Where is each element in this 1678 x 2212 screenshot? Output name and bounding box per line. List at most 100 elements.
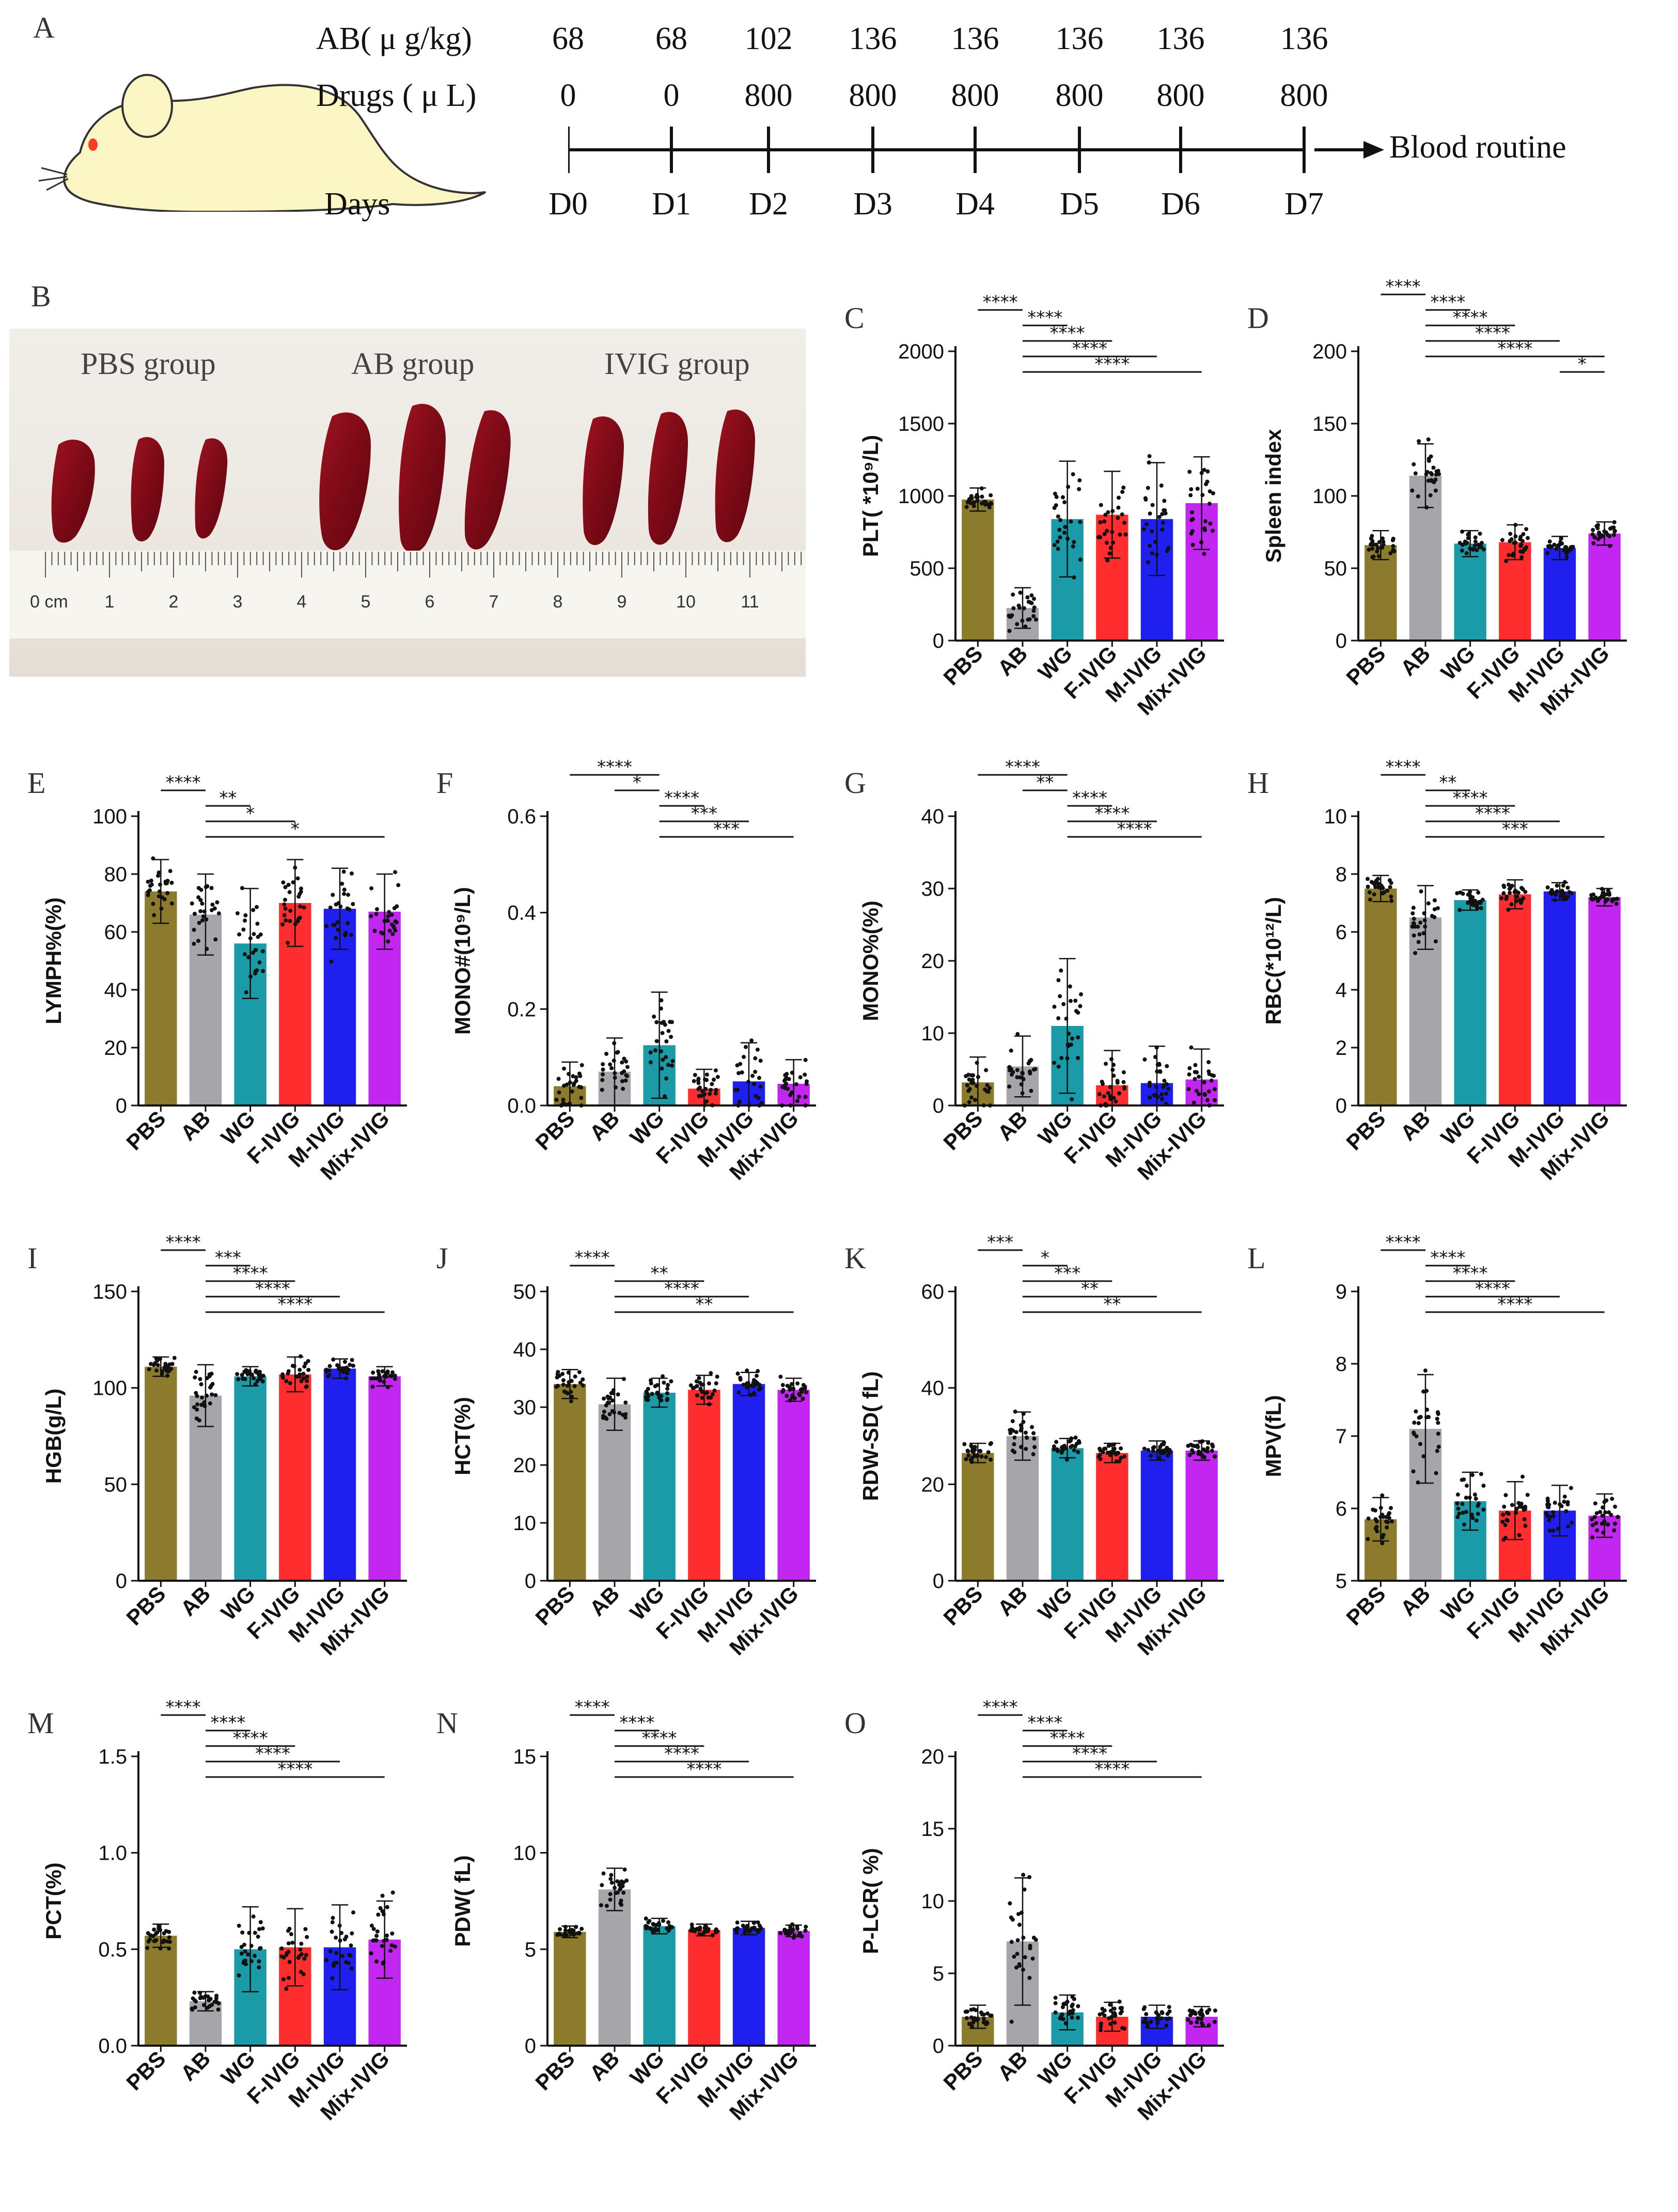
data-point	[1547, 539, 1552, 544]
data-point	[688, 1383, 693, 1388]
data-point	[1070, 1995, 1075, 1999]
data-point	[783, 1928, 788, 1933]
data-point	[1148, 1084, 1152, 1088]
data-point	[1111, 2011, 1116, 2016]
y-tick-label: 30	[513, 1396, 537, 1419]
data-point	[1058, 994, 1062, 999]
ab-dose-value: 136	[951, 21, 999, 56]
data-point	[1053, 2001, 1058, 2005]
data-point	[1555, 883, 1559, 888]
data-point	[280, 1376, 285, 1380]
data-point	[1499, 896, 1504, 900]
data-point	[1189, 518, 1194, 522]
data-point	[1189, 2020, 1194, 2025]
significance-label: ****	[1050, 1728, 1085, 1749]
bar-mix-ivig	[1588, 533, 1621, 641]
data-point	[252, 1376, 256, 1380]
data-point	[1207, 1072, 1212, 1077]
data-point	[664, 1055, 668, 1060]
data-point	[162, 1938, 166, 1943]
data-point	[1481, 1507, 1486, 1512]
data-point	[669, 1035, 673, 1039]
data-point	[1186, 1087, 1191, 1092]
data-point	[804, 1390, 808, 1395]
drug-volume-value: 800	[849, 78, 897, 113]
data-point	[390, 1890, 395, 1895]
data-point	[1188, 1442, 1193, 1447]
category-label: PBS	[121, 2046, 170, 2095]
y-tick-label: 10	[921, 1022, 945, 1045]
data-point	[1164, 2023, 1169, 2028]
category-label: PBS	[121, 1581, 170, 1630]
significance-label: ****	[1386, 1232, 1421, 1253]
data-point	[241, 927, 246, 932]
data-point	[302, 1364, 307, 1369]
spleen-ab-2	[399, 403, 446, 553]
mouse-whiskers	[38, 167, 69, 191]
data-point	[1020, 618, 1025, 623]
y-tick-label: 60	[104, 921, 128, 944]
data-point	[1190, 510, 1195, 515]
data-point	[381, 1960, 386, 1965]
data-point	[301, 1972, 306, 1976]
data-point	[240, 886, 244, 891]
data-point	[378, 1906, 383, 1910]
data-point	[258, 932, 263, 937]
data-point	[283, 897, 287, 902]
data-point	[1057, 527, 1062, 532]
data-point	[386, 914, 390, 918]
y-axis-title: PCT(%)	[41, 1862, 66, 1939]
data-point	[1514, 1506, 1519, 1511]
data-point	[969, 1459, 974, 1464]
data-point	[1062, 531, 1067, 535]
data-point	[1416, 1421, 1421, 1425]
data-point	[1108, 2021, 1113, 2026]
bar-pbs	[554, 1931, 586, 2046]
data-point	[1468, 896, 1473, 901]
data-point	[393, 870, 398, 875]
data-point	[1109, 1057, 1114, 1062]
data-point	[374, 1934, 379, 1938]
data-point	[1378, 1515, 1383, 1519]
y-tick-label: 1.5	[98, 1746, 127, 1768]
data-point	[302, 905, 306, 910]
data-point	[306, 1367, 311, 1372]
significance-label: ****	[255, 1279, 290, 1299]
data-point	[1023, 624, 1028, 629]
data-point	[663, 1094, 667, 1099]
data-point	[1373, 1517, 1378, 1521]
data-point	[287, 1960, 292, 1965]
data-point	[202, 909, 207, 914]
data-point	[1547, 1518, 1551, 1522]
data-point	[1371, 881, 1375, 885]
significance-label: ***	[713, 819, 740, 839]
data-point	[1155, 1095, 1160, 1099]
data-point	[1596, 523, 1601, 527]
data-point	[1418, 1442, 1422, 1446]
data-point	[1460, 548, 1464, 553]
data-point	[248, 974, 253, 979]
data-point	[1151, 1448, 1155, 1453]
panel-letter-b: B	[31, 279, 51, 313]
data-point	[1508, 532, 1513, 536]
bar-ab	[598, 1404, 631, 1581]
data-point	[203, 885, 208, 890]
data-point	[152, 1927, 156, 1932]
data-point	[1433, 939, 1438, 944]
significance-label: *	[633, 772, 641, 793]
significance-label: ****	[1497, 1294, 1532, 1315]
panel-letter-e: E	[27, 766, 45, 800]
data-point	[604, 1052, 609, 1056]
data-point	[964, 1457, 968, 1461]
data-point	[255, 905, 259, 909]
data-point	[661, 1057, 665, 1062]
data-point	[1374, 542, 1378, 547]
y-tick-label: 20	[513, 1454, 537, 1477]
data-point	[1155, 2018, 1160, 2022]
data-point	[1118, 532, 1122, 537]
data-point	[1064, 1457, 1069, 1462]
data-point	[1120, 512, 1124, 517]
data-point	[193, 2005, 197, 2010]
data-point	[386, 918, 390, 923]
category-label: AB	[1395, 641, 1435, 680]
